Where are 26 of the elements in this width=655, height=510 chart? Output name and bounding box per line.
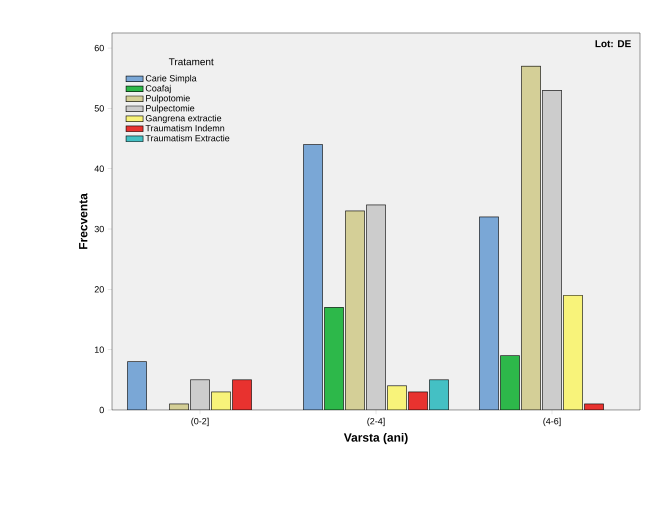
y-tick-label: 50: [94, 105, 104, 112]
x-axis-title: Varsta (ani): [344, 432, 408, 444]
y-tick-label: 20: [94, 286, 104, 293]
x-tick-label: (0-2]: [191, 418, 209, 426]
bar: [345, 210, 365, 410]
y-axis-title: Frecventa: [79, 193, 88, 249]
y-tick-label: 40: [94, 166, 104, 172]
legend-label: Gangrena extractie: [146, 114, 222, 124]
legend-label: Traumatism Indemn: [146, 124, 224, 132]
bar: [521, 66, 541, 410]
legend-label: Traumatism Extractie: [146, 134, 230, 142]
legend-label: Coafaj: [146, 84, 171, 94]
legend-title: Tratament: [168, 58, 214, 66]
annotation: Lot: DE: [596, 40, 631, 48]
y-tick-label: 30: [94, 226, 104, 232]
x-tick-label: (4-6]: [543, 418, 561, 426]
bar: [190, 380, 210, 410]
x-tick-label: (2-4]: [367, 418, 385, 426]
legend-label: Carie Simpla: [146, 74, 197, 84]
bar: [542, 90, 562, 410]
legend-label: Pulpectomie: [146, 104, 194, 114]
y-tick-label: 60: [94, 44, 104, 52]
y-tick-label: 0: [100, 406, 104, 414]
bar: [366, 204, 386, 410]
y-tick-label: 10: [94, 346, 104, 353]
legend-label: Pulpotomie: [146, 94, 190, 104]
